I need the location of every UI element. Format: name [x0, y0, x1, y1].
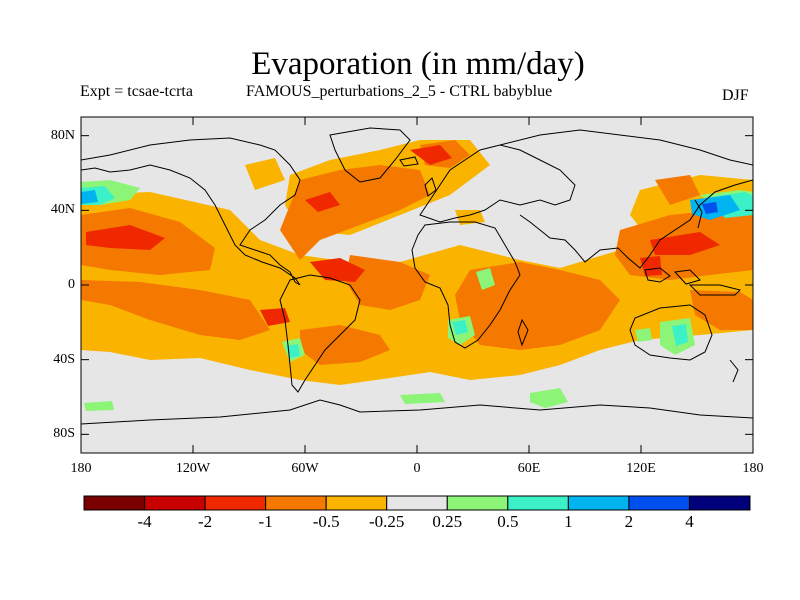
lon-tick-label: 60W — [291, 461, 319, 476]
colorbar-swatch — [144, 495, 206, 511]
colorbar-swatch — [386, 495, 448, 511]
lon-tick-label: 180 — [70, 461, 92, 476]
lat-tick-label: 40N — [50, 202, 75, 218]
comparison-label: FAMOUS_perturbations_2_5 - CTRL babyblue — [246, 83, 553, 100]
colorbar-label: -0.5 — [312, 512, 340, 531]
lon-tick-label: 60E — [517, 461, 541, 476]
lon-tick-label: 180 — [742, 461, 764, 476]
colorbar-label: 4 — [685, 512, 694, 531]
map-title: Evaporation (in mm/day) — [251, 46, 585, 82]
lon-tick-label: 0 — [413, 461, 421, 476]
lon-tick-label: 120W — [175, 461, 211, 476]
colorbar — [83, 495, 751, 511]
orange-regions — [81, 140, 753, 365]
colorbar-swatch — [567, 495, 630, 511]
latitude-ticks — [81, 135, 753, 435]
coastlines — [81, 127, 753, 425]
colorbar-swatch — [688, 495, 751, 511]
colorbar-swatch — [628, 495, 690, 511]
experiment-label: Expt = tcsae-tcrta — [80, 83, 193, 100]
colorbar-label: 0.25 — [432, 512, 463, 531]
longitude-ticks — [80, 117, 754, 453]
colorbar-label: 0.5 — [497, 512, 519, 531]
colorbar-swatch — [265, 495, 327, 511]
colorbar-label: -0.25 — [369, 512, 405, 531]
colorbar-label: -2 — [197, 512, 213, 531]
lat-tick-label: 0 — [68, 277, 75, 292]
colorbar-swatch — [204, 495, 267, 511]
blue-regions — [702, 202, 718, 214]
colorbar-label: -4 — [137, 512, 152, 531]
colorbar-label: 1 — [564, 512, 573, 531]
lat-tick-label: 80N — [50, 127, 75, 143]
season-label: DJF — [722, 87, 749, 104]
red-orange-regions — [86, 145, 720, 326]
map-field — [81, 117, 753, 453]
colorbar-swatch — [507, 495, 569, 511]
colorbar-swatch — [446, 495, 509, 511]
colorbar-swatch — [83, 495, 146, 511]
lon-tick-label: 120E — [626, 461, 656, 476]
colorbar-swatch — [325, 495, 388, 511]
colorbar-label: 2 — [624, 512, 634, 531]
lat-tick-label: 80S — [53, 426, 75, 442]
colorbar-label: -1 — [258, 512, 273, 531]
lat-tick-label: 40S — [53, 351, 75, 367]
